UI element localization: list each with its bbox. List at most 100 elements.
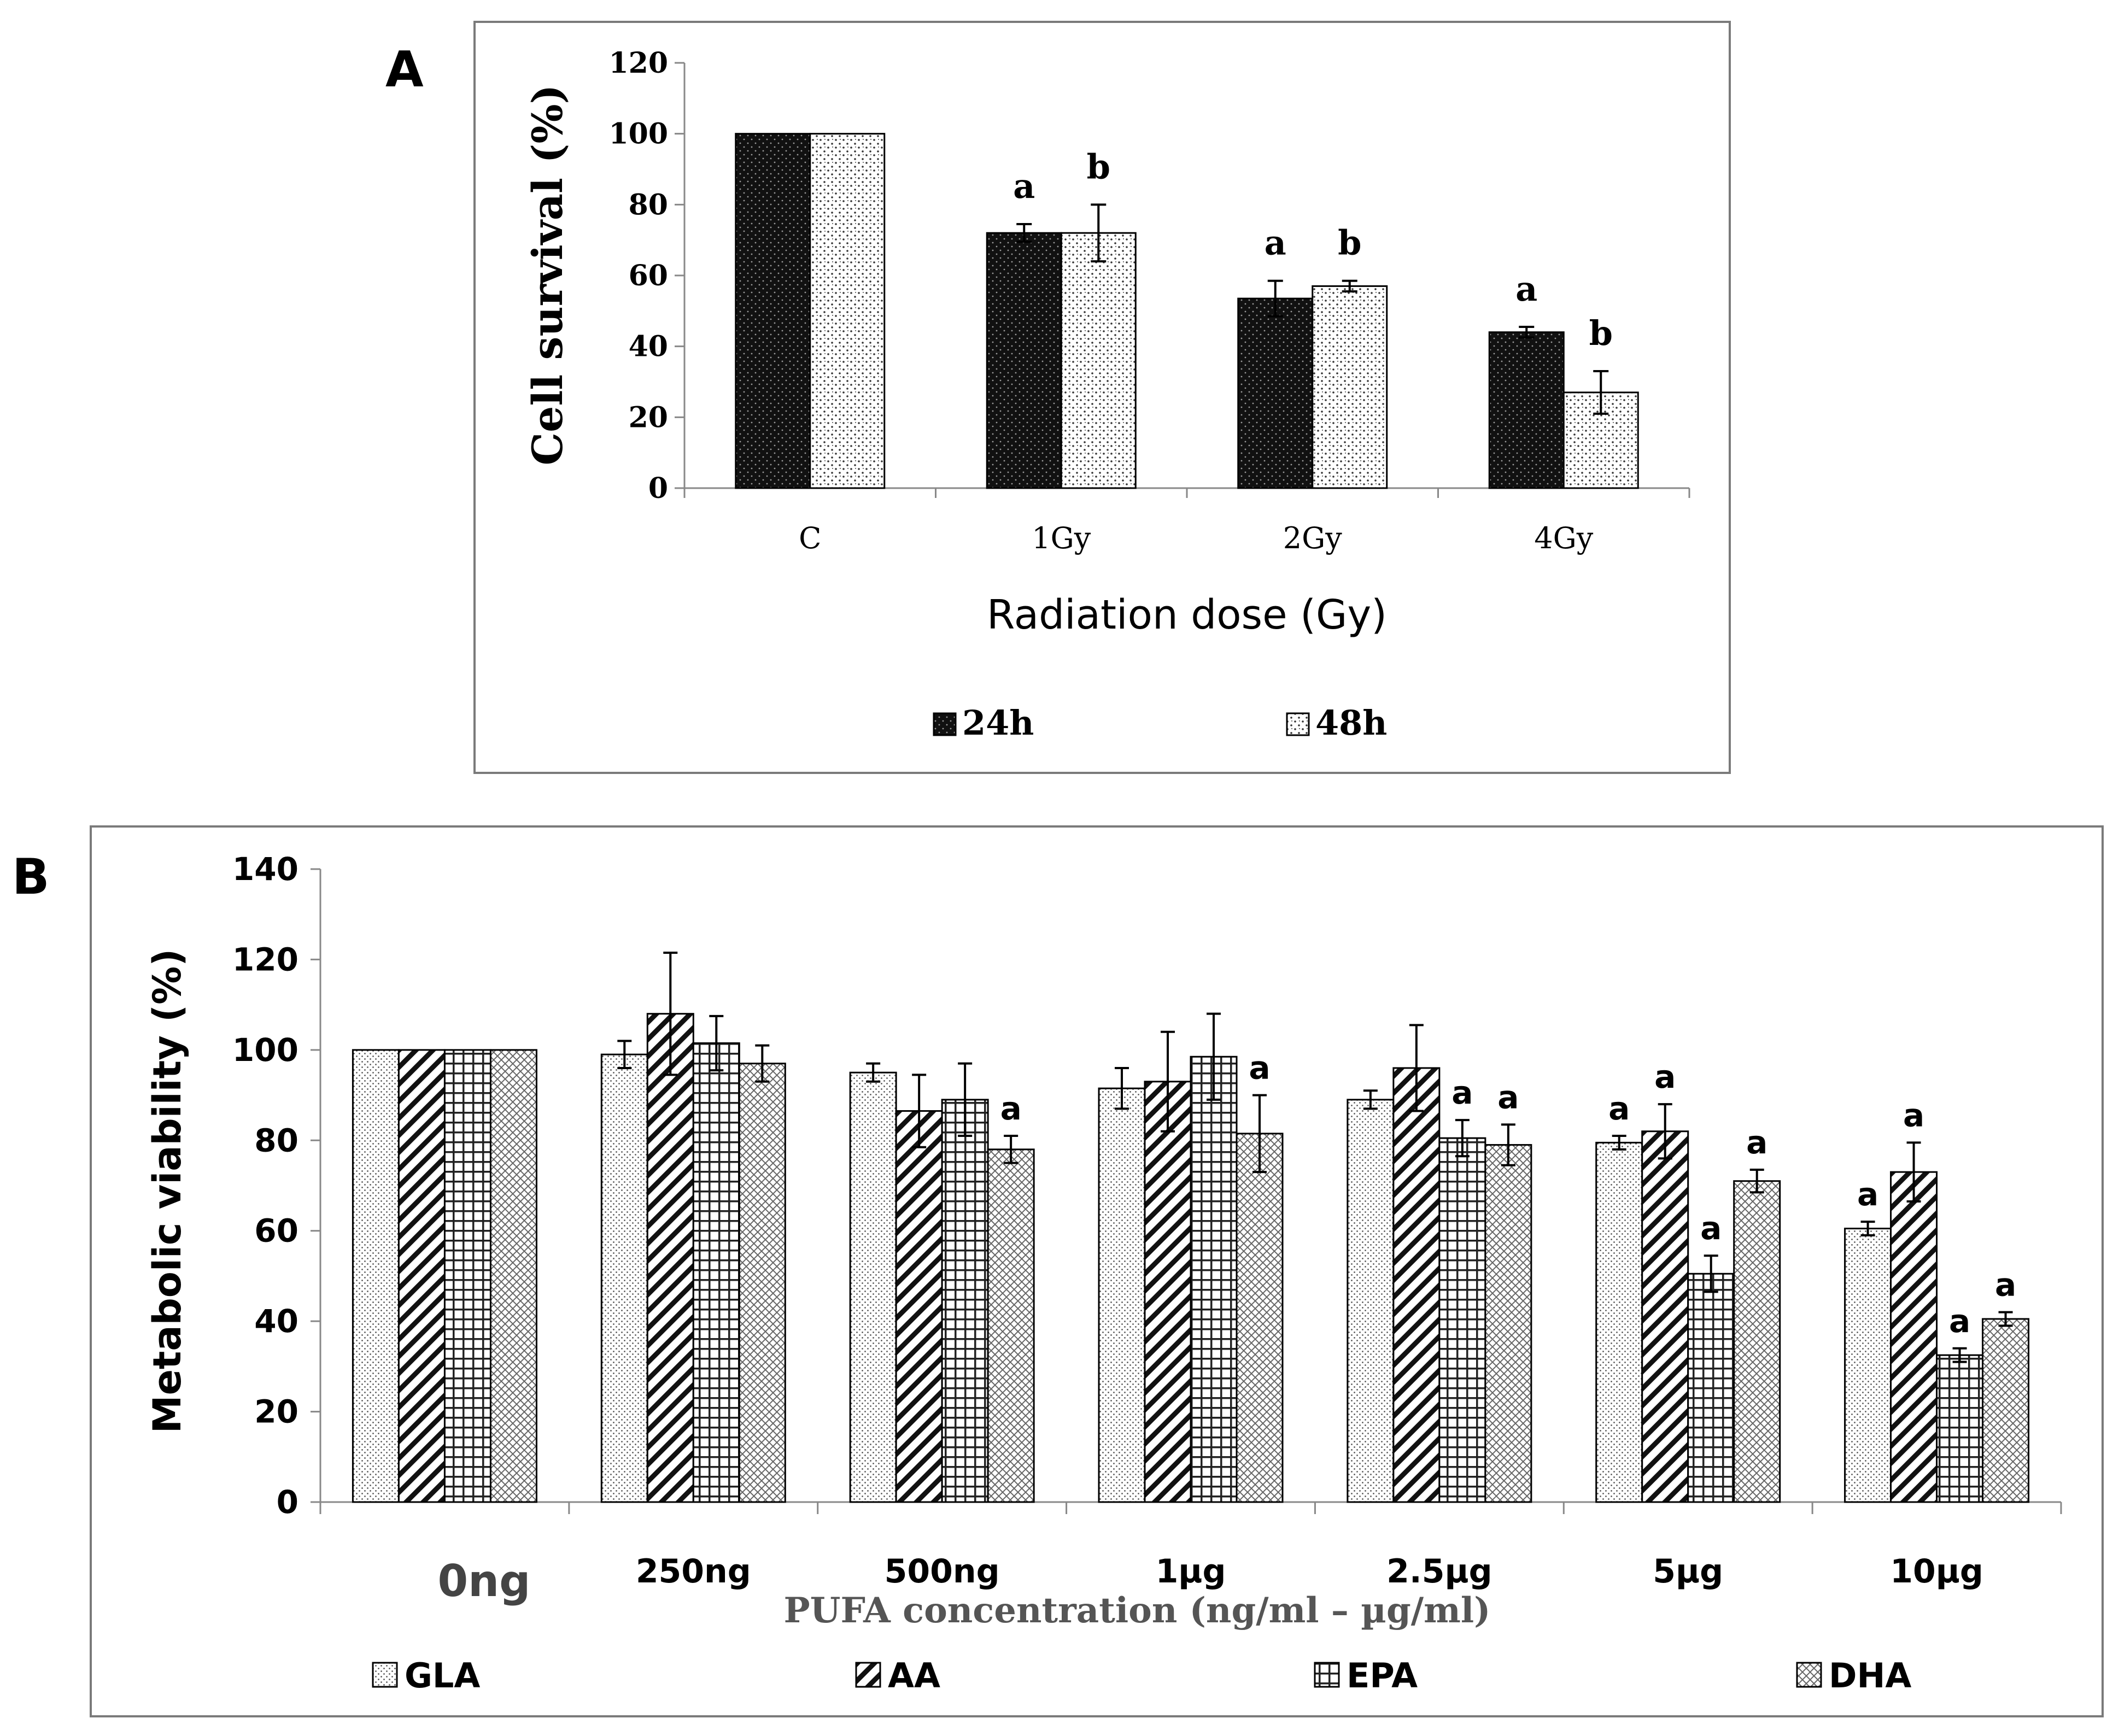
chart-a-category-label: C xyxy=(799,521,821,555)
chart-b-bar-GLA-0ng xyxy=(352,1049,400,1503)
chart-b-category-label: 0ng xyxy=(437,1556,530,1606)
chart-a-ytick-label: 120 xyxy=(608,46,668,80)
chart-b-ytick-label: 100 xyxy=(232,1031,298,1069)
chart-b-bar-EPA-0ng xyxy=(443,1049,491,1503)
chart-b-annotation: a xyxy=(1903,1096,1924,1134)
chart-b-bar-EPA-5µg xyxy=(1687,1272,1735,1503)
chart-a-annotation: a xyxy=(1013,166,1035,206)
chart-a-legend-swatch-24h xyxy=(933,712,957,736)
chart-b-bar-DHA-250ng xyxy=(738,1063,786,1503)
chart-b-bar-EPA-500ng xyxy=(941,1099,989,1503)
chart-b-bar-AA-10µg xyxy=(1890,1171,1938,1503)
chart-b-category-label: 250ng xyxy=(636,1552,751,1591)
chart-b-bar-AA-1µg xyxy=(1144,1081,1192,1503)
chart-a: 0 20 40 60 80 100 120 a b a b a b C 1Gy 2Gy 4Gy Cell s… xyxy=(523,46,1690,743)
chart-a-ytick-label: 100 xyxy=(608,118,668,151)
chart-b-annotation: a xyxy=(1995,1266,2016,1304)
chart-a-legend-label-24h: 24h xyxy=(962,703,1034,743)
chart-b-ytick-label: 40 xyxy=(254,1303,298,1340)
chart-b-bar-AA-250ng xyxy=(646,1013,694,1503)
chart-b-bar-GLA-10µg xyxy=(1844,1228,1892,1503)
chart-b-x-title: PUFA concentration (ng/ml – µg/ml) xyxy=(784,1590,1491,1631)
chart-b-bar-DHA-0ng xyxy=(489,1049,537,1503)
chart-b-bar-AA-5µg xyxy=(1641,1130,1689,1503)
chart-a-ytick-label: 60 xyxy=(629,259,668,292)
chart-a-bar-48h-1Gy xyxy=(1060,232,1137,489)
chart-b-legend-label-GLA: GLA xyxy=(405,1656,480,1696)
chart-a-category-label: 4Gy xyxy=(1534,521,1593,555)
chart-b-category-label: 10µg xyxy=(1890,1552,1983,1591)
chart-b-annotation: a xyxy=(1746,1124,1767,1161)
panel-b-label: B xyxy=(12,848,50,906)
chart-b-ytick-label: 80 xyxy=(254,1122,298,1159)
chart-b-bar-GLA-2.5µg xyxy=(1347,1099,1395,1503)
chart-a-bar-24h-4Gy xyxy=(1488,331,1565,489)
chart-b-bar-AA-0ng xyxy=(397,1049,446,1503)
chart-b-bar-DHA-2.5µg xyxy=(1484,1144,1532,1503)
chart-b-bar-EPA-250ng xyxy=(692,1042,740,1503)
chart-a-category-label: 1Gy xyxy=(1032,521,1091,555)
chart-b-category-label: 500ng xyxy=(885,1552,1000,1591)
chart-b-bar-EPA-2.5µg xyxy=(1438,1137,1486,1503)
chart-a-ytick-label: 20 xyxy=(629,401,668,434)
chart-b-annotation: a xyxy=(1608,1090,1630,1127)
chart-b-annotation: a xyxy=(1949,1303,1970,1340)
chart-b-bar-DHA-500ng xyxy=(987,1148,1035,1503)
chart-b-bar-EPA-10µg xyxy=(1936,1354,1984,1503)
chart-a-bar-24h-2Gy xyxy=(1237,297,1314,489)
chart-a-annotation: b xyxy=(1589,313,1613,353)
chart-b-legend-swatch-EPA xyxy=(1314,1662,1340,1688)
chart-b-annotation: a xyxy=(1000,1090,1022,1127)
chart-b-legend-label-DHA: DHA xyxy=(1829,1656,1911,1696)
chart-b-annotation: a xyxy=(1451,1074,1473,1111)
chart-a-category-label: 2Gy xyxy=(1283,521,1342,555)
chart-a-ytick-label: 0 xyxy=(648,472,668,505)
chart-b-ytick-label: 140 xyxy=(232,851,298,888)
chart-a-ytick-label: 40 xyxy=(629,330,668,363)
chart-b-y-title: Metabolic viability (%) xyxy=(145,949,190,1433)
chart-a-bar-24h-1Gy xyxy=(986,232,1062,489)
chart-b-legend-swatch-GLA xyxy=(372,1662,398,1688)
chart-a-ytick-label: 80 xyxy=(629,188,668,221)
chart-b-category-label: 2.5µg xyxy=(1386,1552,1492,1591)
chart-a-annotation: b xyxy=(1338,223,1361,263)
chart-a-legend-swatch-48h xyxy=(1286,712,1310,736)
chart-a-x-title: Radiation dose (Gy) xyxy=(987,591,1387,638)
chart-b-bar-EPA-1µg xyxy=(1190,1055,1238,1503)
chart-b-annotation: a xyxy=(1654,1058,1676,1095)
chart-a-legend-label-48h: 48h xyxy=(1315,703,1387,743)
chart-b-legend-label-AA: AA xyxy=(888,1656,940,1696)
chart-b-legend-swatch-AA xyxy=(855,1662,881,1688)
chart-b-bar-DHA-10µg xyxy=(1982,1318,2030,1503)
chart-a-bar-24h-C xyxy=(735,133,811,489)
chart-b-bar-GLA-1µg xyxy=(1098,1087,1146,1503)
chart-b-ytick-label: 120 xyxy=(232,941,298,978)
chart-b-bar-DHA-1µg xyxy=(1236,1133,1284,1503)
chart-a-bar-48h-C xyxy=(809,133,886,489)
chart-a-bar-48h-2Gy xyxy=(1312,285,1388,489)
chart-b-bar-GLA-5µg xyxy=(1595,1141,1643,1503)
chart-a-annotation: b xyxy=(1087,146,1110,186)
chart-a-y-title: Cell survival (%) xyxy=(523,84,572,465)
panel-a-label: A xyxy=(385,41,424,98)
chart-b-annotation: a xyxy=(1700,1210,1722,1247)
chart-b-annotation: a xyxy=(1497,1078,1519,1116)
chart-b-ytick-label: 0 xyxy=(277,1483,298,1521)
chart-b-bar-AA-2.5µg xyxy=(1392,1067,1441,1503)
chart-b-legend-label-EPA: EPA xyxy=(1347,1656,1418,1696)
chart-b-ytick-label: 60 xyxy=(254,1212,298,1250)
chart-b-bar-GLA-500ng xyxy=(849,1071,897,1503)
chart-b-bar-AA-500ng xyxy=(895,1110,943,1503)
chart-b-annotation: a xyxy=(1249,1049,1270,1087)
chart-b-ytick-label: 20 xyxy=(254,1393,298,1430)
chart-a-annotation: a xyxy=(1515,269,1537,309)
chart-a-annotation: a xyxy=(1265,223,1286,263)
chart-b-bar-GLA-250ng xyxy=(600,1053,648,1503)
chart-b-annotation: a xyxy=(1857,1176,1878,1213)
chart-b-bar-DHA-5µg xyxy=(1733,1180,1781,1503)
chart-b-category-label: 1µg xyxy=(1156,1552,1226,1591)
chart-b-category-label: 5µg xyxy=(1653,1552,1723,1591)
chart-b-legend-swatch-DHA xyxy=(1796,1662,1822,1688)
